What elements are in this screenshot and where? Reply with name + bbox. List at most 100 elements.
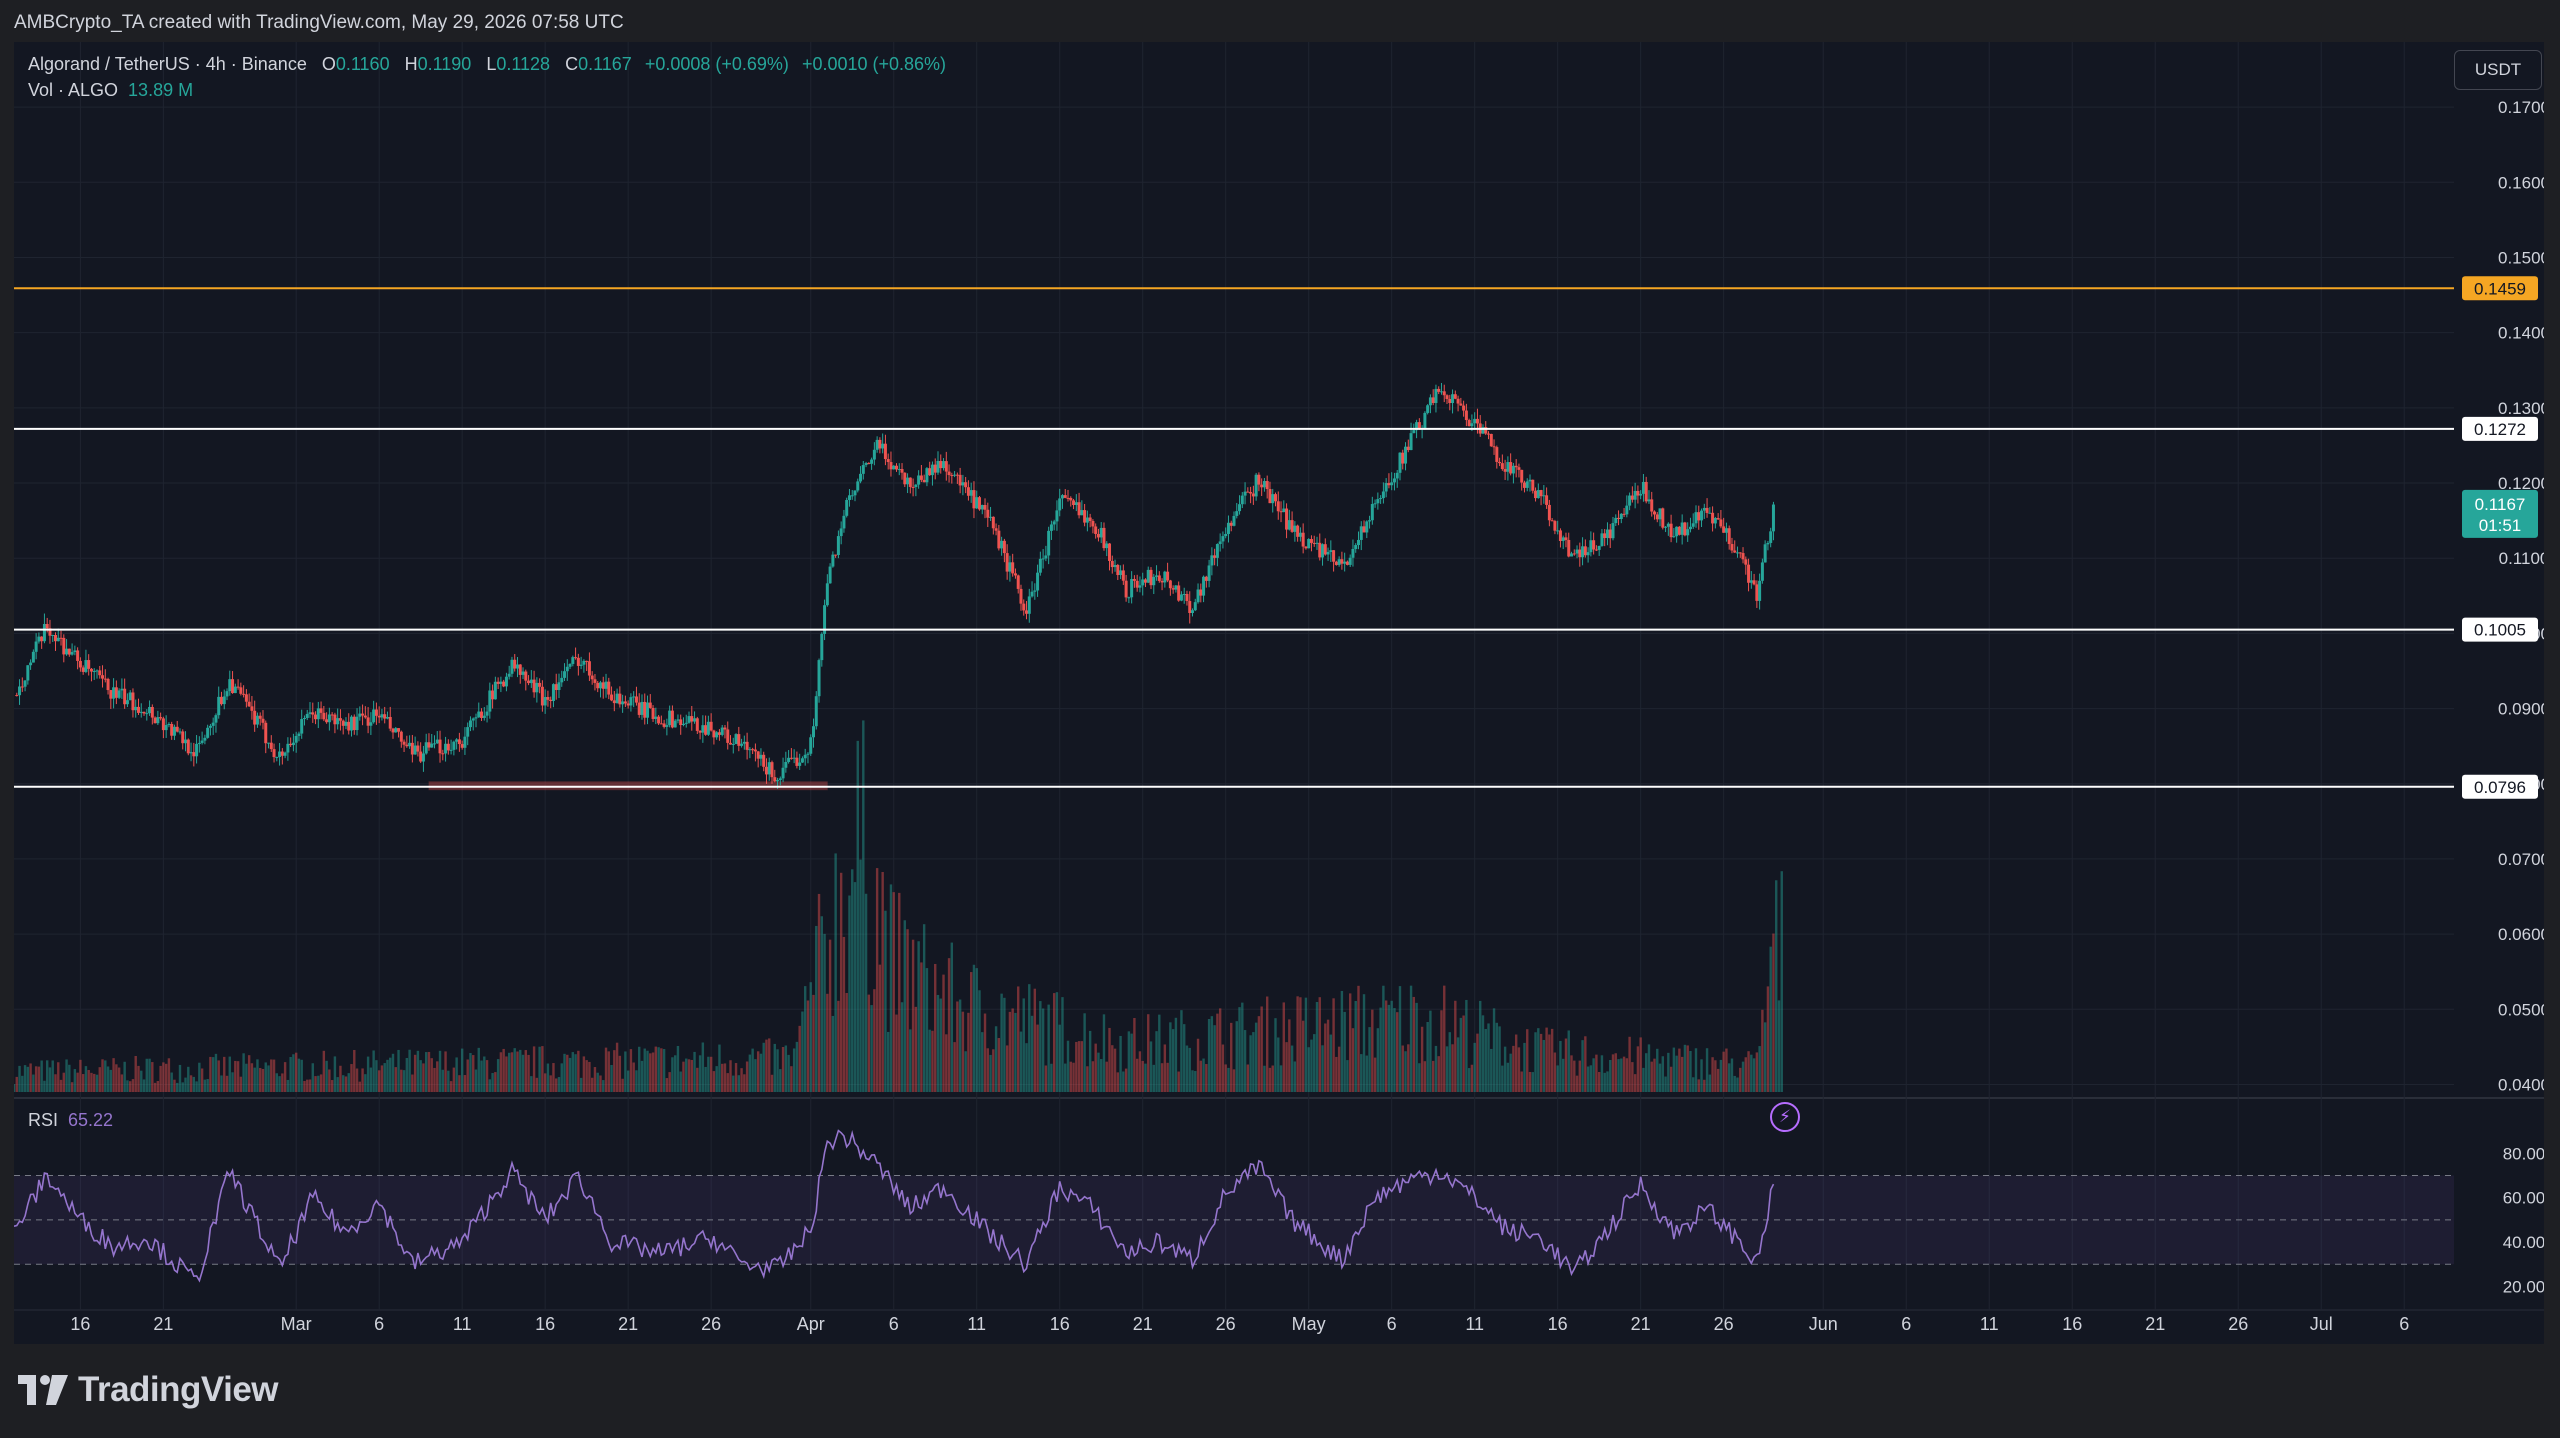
volume-bar bbox=[1589, 1065, 1593, 1092]
candle-body bbox=[1498, 461, 1502, 464]
volume-bar bbox=[1235, 1021, 1238, 1092]
candle-body bbox=[859, 473, 863, 482]
candle-body bbox=[1611, 523, 1615, 539]
volume-bar bbox=[1160, 1063, 1164, 1092]
volume-bar bbox=[211, 1057, 215, 1092]
candle-body bbox=[903, 472, 907, 485]
rsi-label[interactable]: RSI bbox=[28, 1110, 59, 1130]
candle-body bbox=[557, 682, 561, 691]
candle-body bbox=[499, 681, 503, 684]
candle-body bbox=[1196, 589, 1200, 603]
volume-bar bbox=[773, 1043, 776, 1092]
volume-bar bbox=[1210, 1016, 1214, 1092]
candle-body bbox=[493, 681, 497, 700]
candle-body bbox=[1262, 481, 1266, 488]
volume-bar bbox=[1708, 1074, 1712, 1092]
candle-body bbox=[236, 686, 240, 688]
tradingview-logo[interactable]: TradingView bbox=[18, 1370, 279, 1410]
candle-body bbox=[1578, 549, 1582, 558]
volume-bar bbox=[961, 1011, 965, 1092]
candle-body bbox=[1459, 403, 1463, 406]
volume-bar bbox=[245, 1063, 248, 1092]
volume-bar bbox=[289, 1056, 292, 1092]
volume-bar bbox=[1445, 1046, 1449, 1092]
candle-body bbox=[1249, 492, 1253, 494]
volume-bar bbox=[400, 1069, 403, 1092]
volume-bar bbox=[1401, 1045, 1404, 1092]
volume-bar bbox=[712, 1071, 716, 1092]
volume-bar bbox=[214, 1053, 218, 1092]
candle-body bbox=[1442, 391, 1446, 396]
candle-body bbox=[1390, 482, 1394, 486]
candle-body bbox=[269, 742, 273, 750]
volume-bar bbox=[1365, 1055, 1368, 1092]
volume-bar bbox=[217, 1060, 220, 1092]
top-bar: AMBCrypto_TA created with TradingView.co… bbox=[0, 0, 2560, 46]
candle-body bbox=[1534, 490, 1538, 499]
candle-body bbox=[1434, 388, 1438, 404]
candle-body bbox=[729, 742, 733, 745]
level-price-tag bbox=[2462, 416, 2538, 441]
lightning-bolt-icon[interactable]: ⚡ bbox=[1770, 1102, 1800, 1132]
candle-body bbox=[1025, 610, 1029, 614]
candle-body bbox=[546, 697, 550, 700]
symbol-name[interactable]: Algorand / TetherUS · 4h · Binance bbox=[28, 54, 307, 74]
volume-bar bbox=[892, 892, 895, 1092]
candle-body bbox=[1481, 427, 1485, 434]
volume-bar bbox=[1664, 1076, 1667, 1092]
volume-bar bbox=[502, 1048, 505, 1092]
volume-bar bbox=[408, 1049, 411, 1092]
time-tick-label: 21 bbox=[1133, 1314, 1153, 1334]
volume-bar bbox=[142, 1079, 146, 1092]
currency-button[interactable]: USDT bbox=[2454, 50, 2542, 90]
volume-bar bbox=[209, 1056, 212, 1092]
volume-bar bbox=[1069, 1061, 1072, 1092]
candle-body bbox=[485, 711, 489, 716]
volume-bar bbox=[1183, 1024, 1186, 1092]
candle-body bbox=[773, 777, 777, 782]
volume-bar bbox=[787, 1054, 790, 1092]
candle-body bbox=[45, 623, 49, 629]
volume-bar bbox=[532, 1046, 536, 1092]
candle-body bbox=[740, 743, 744, 746]
candle-body bbox=[1495, 447, 1499, 462]
volume-label[interactable]: Vol · ALGO bbox=[28, 80, 119, 100]
candle-body bbox=[1293, 525, 1297, 532]
volume-bar bbox=[328, 1069, 331, 1092]
candle-body bbox=[989, 516, 993, 518]
candle-body bbox=[1102, 527, 1106, 549]
volume-bar bbox=[411, 1074, 414, 1092]
candle-body bbox=[1094, 526, 1098, 534]
volume-bar bbox=[1376, 1028, 1380, 1092]
volume-bar bbox=[898, 892, 901, 1092]
candle-body bbox=[156, 717, 160, 724]
volume-bar bbox=[762, 1042, 765, 1092]
volume-bar bbox=[519, 1049, 522, 1092]
volume-bar bbox=[1301, 1020, 1305, 1092]
volume-bar bbox=[1531, 1072, 1534, 1092]
volume-bar bbox=[1711, 1057, 1714, 1092]
volume-bar bbox=[1022, 998, 1025, 1092]
volume-bar bbox=[607, 1051, 610, 1092]
candle-body bbox=[601, 682, 605, 689]
candle-body bbox=[1722, 526, 1726, 533]
volume-bar bbox=[436, 1061, 439, 1092]
candle-body bbox=[610, 694, 614, 701]
volume-bar bbox=[189, 1075, 193, 1092]
time-tick-label: 21 bbox=[618, 1314, 638, 1334]
candle-body bbox=[1647, 499, 1651, 502]
candle-body bbox=[1622, 513, 1626, 515]
volume-bar bbox=[1534, 1032, 1537, 1092]
candle-body bbox=[1589, 540, 1593, 553]
volume-bar bbox=[906, 929, 909, 1092]
candle-body bbox=[1404, 446, 1408, 464]
candle-body bbox=[427, 742, 431, 748]
volume-bar bbox=[521, 1054, 525, 1092]
candle-body bbox=[629, 697, 633, 706]
candle-body bbox=[272, 749, 276, 758]
volume-bar bbox=[776, 1049, 779, 1092]
volume-bar bbox=[1775, 880, 1778, 1092]
candle-body bbox=[875, 439, 879, 450]
